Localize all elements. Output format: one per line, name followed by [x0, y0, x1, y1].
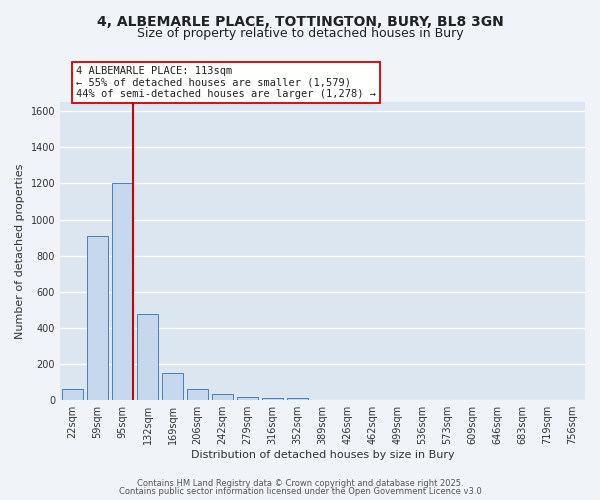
Text: Size of property relative to detached houses in Bury: Size of property relative to detached ho… — [137, 28, 463, 40]
Bar — [137, 314, 158, 400]
Bar — [287, 398, 308, 400]
Bar — [262, 398, 283, 400]
Bar — [187, 390, 208, 400]
Text: Contains HM Land Registry data © Crown copyright and database right 2025.: Contains HM Land Registry data © Crown c… — [137, 478, 463, 488]
Bar — [62, 390, 83, 400]
Bar — [162, 373, 183, 400]
Text: Contains public sector information licensed under the Open Government Licence v3: Contains public sector information licen… — [119, 487, 481, 496]
Bar — [87, 236, 108, 400]
X-axis label: Distribution of detached houses by size in Bury: Distribution of detached houses by size … — [191, 450, 454, 460]
Bar — [237, 398, 258, 400]
Bar — [112, 184, 133, 400]
Text: 4, ALBEMARLE PLACE, TOTTINGTON, BURY, BL8 3GN: 4, ALBEMARLE PLACE, TOTTINGTON, BURY, BL… — [97, 15, 503, 29]
Text: 4 ALBEMARLE PLACE: 113sqm
← 55% of detached houses are smaller (1,579)
44% of se: 4 ALBEMARLE PLACE: 113sqm ← 55% of detac… — [76, 66, 376, 99]
Y-axis label: Number of detached properties: Number of detached properties — [15, 164, 25, 339]
Bar — [212, 394, 233, 400]
